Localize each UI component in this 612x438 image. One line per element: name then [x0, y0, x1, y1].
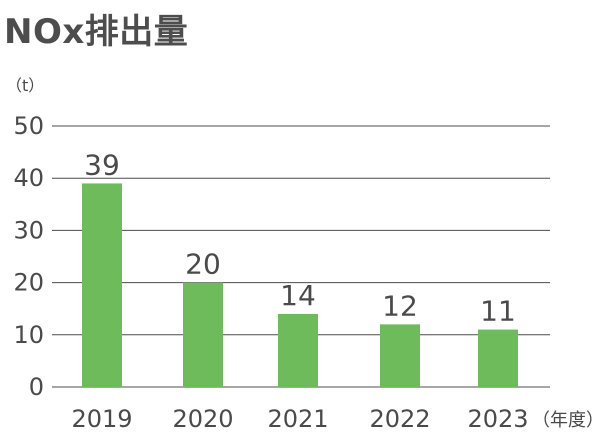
bar-value-label: 20	[185, 248, 221, 281]
x-tick-label: 2022	[369, 405, 430, 433]
y-tick-labels: 0 10 20 30 40 50	[13, 112, 44, 401]
y-tick-label: 0	[29, 373, 44, 401]
y-tick-label: 20	[13, 269, 44, 297]
bars	[82, 183, 518, 387]
bar-2021	[278, 313, 318, 387]
x-tick-label: 2019	[71, 405, 132, 433]
bar-value-label: 12	[382, 289, 418, 322]
bar-value-label: 39	[84, 148, 120, 181]
y-tick-label: 40	[13, 164, 44, 192]
y-tick-label: 30	[13, 216, 44, 244]
bar-2019	[82, 183, 122, 387]
bar-value-label: 11	[480, 295, 516, 328]
y-axis-unit: （t）	[6, 76, 44, 95]
bar-2020	[183, 282, 223, 387]
x-tick-label: 2021	[267, 405, 328, 433]
x-tick-label: 2023	[467, 405, 528, 433]
chart-title: NOx排出量	[4, 12, 189, 52]
x-tick-labels: 2019 2020 2021 2022 2023	[71, 405, 528, 433]
bar-2023	[478, 329, 518, 387]
bar-value-labels: 39 20 14 12 11	[84, 148, 516, 327]
x-axis-unit: （年度）	[532, 410, 604, 431]
bar-2022	[380, 324, 420, 387]
y-tick-label: 10	[13, 321, 44, 349]
bar-value-label: 14	[280, 279, 316, 312]
y-tick-label: 50	[13, 112, 44, 140]
x-tick-label: 2020	[172, 405, 233, 433]
